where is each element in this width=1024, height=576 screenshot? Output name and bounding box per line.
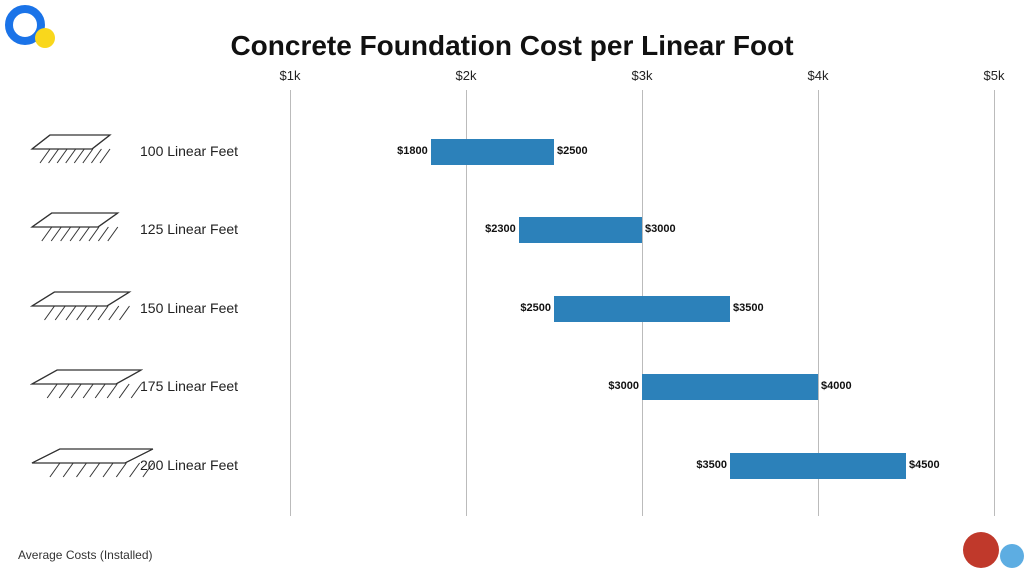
slab-icon xyxy=(30,211,100,251)
range-bar xyxy=(730,453,906,479)
slab-icon xyxy=(30,290,100,330)
slab-icon xyxy=(30,133,100,173)
axis-tick-label: $2k xyxy=(456,68,477,83)
bar-high-label: $3500 xyxy=(733,302,764,314)
bar-high-label: $4000 xyxy=(821,380,852,392)
gridline xyxy=(994,90,995,516)
bar-high-label: $3000 xyxy=(645,223,676,235)
gridline xyxy=(290,90,291,516)
range-bar xyxy=(519,217,642,243)
axis-tick-label: $1k xyxy=(280,68,301,83)
decor-red-dot-icon xyxy=(963,532,999,568)
row-labels-column: 100 Linear Feet 125 Linear Feet 150 Line… xyxy=(30,90,290,516)
range-bar xyxy=(642,374,818,400)
bar-low-label: $2500 xyxy=(520,302,551,314)
range-bar xyxy=(554,296,730,322)
chart-area: 100 Linear Feet 125 Linear Feet 150 Line… xyxy=(30,90,994,516)
slab-icon xyxy=(30,368,100,408)
row-label: 150 Linear Feet xyxy=(140,300,238,316)
bar-low-label: $1800 xyxy=(397,145,428,157)
bar-low-label: $3000 xyxy=(608,380,639,392)
footnote: Average Costs (Installed) xyxy=(18,548,153,562)
bar-high-label: $2500 xyxy=(557,145,588,157)
axis-tick-label: $4k xyxy=(808,68,829,83)
axis-tick-label: $5k xyxy=(984,68,1005,83)
row-label: 175 Linear Feet xyxy=(140,378,238,394)
row-label: 100 Linear Feet xyxy=(140,143,238,159)
row-label: 125 Linear Feet xyxy=(140,221,238,237)
axis-tick-label: $3k xyxy=(632,68,653,83)
bar-low-label: $2300 xyxy=(485,223,516,235)
plot-area: $1k$2k$3k$4k$5k$1800$2500$2300$3000$2500… xyxy=(290,90,994,516)
range-bar xyxy=(431,139,554,165)
bar-high-label: $4500 xyxy=(909,459,940,471)
decor-blue-dot-icon xyxy=(1000,544,1024,568)
row-label: 200 Linear Feet xyxy=(140,457,238,473)
slab-icon xyxy=(30,447,100,487)
chart-title: Concrete Foundation Cost per Linear Foot xyxy=(0,30,1024,62)
bar-low-label: $3500 xyxy=(696,459,727,471)
